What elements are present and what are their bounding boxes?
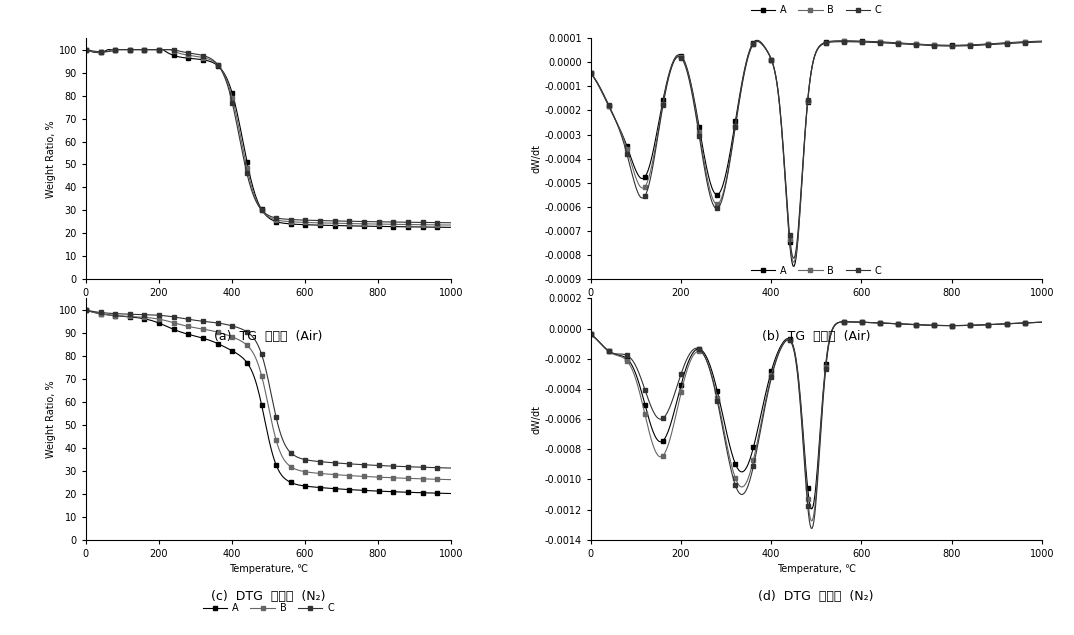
X-axis label: Temperature, ℃: Temperature, ℃ bbox=[229, 565, 308, 574]
X-axis label: Temperature, ℃: Temperature, ℃ bbox=[777, 565, 856, 574]
Y-axis label: dW/dt: dW/dt bbox=[532, 144, 541, 173]
Text: (c)  DTG  그래프  (N₂): (c) DTG 그래프 (N₂) bbox=[212, 591, 325, 603]
Y-axis label: Weight Ratio, %: Weight Ratio, % bbox=[46, 120, 56, 197]
X-axis label: Temperature, ℃: Temperature, ℃ bbox=[229, 304, 308, 314]
X-axis label: Temperature, ℃: Temperature, ℃ bbox=[777, 304, 856, 314]
Legend: A, B, C: A, B, C bbox=[750, 4, 883, 17]
Legend: A, B, C: A, B, C bbox=[202, 603, 335, 615]
Text: (b)  TG  그래프  (Air): (b) TG 그래프 (Air) bbox=[761, 330, 871, 343]
Y-axis label: dW/dt: dW/dt bbox=[532, 404, 541, 434]
Y-axis label: Weight Ratio, %: Weight Ratio, % bbox=[46, 380, 56, 458]
Text: (a)  TG  그래프  (Air): (a) TG 그래프 (Air) bbox=[215, 330, 322, 343]
Legend: A, B, C: A, B, C bbox=[750, 265, 883, 277]
Legend: A, B, C: A, B, C bbox=[202, 342, 335, 354]
Text: (d)  DTG  그래프  (N₂): (d) DTG 그래프 (N₂) bbox=[758, 591, 874, 603]
